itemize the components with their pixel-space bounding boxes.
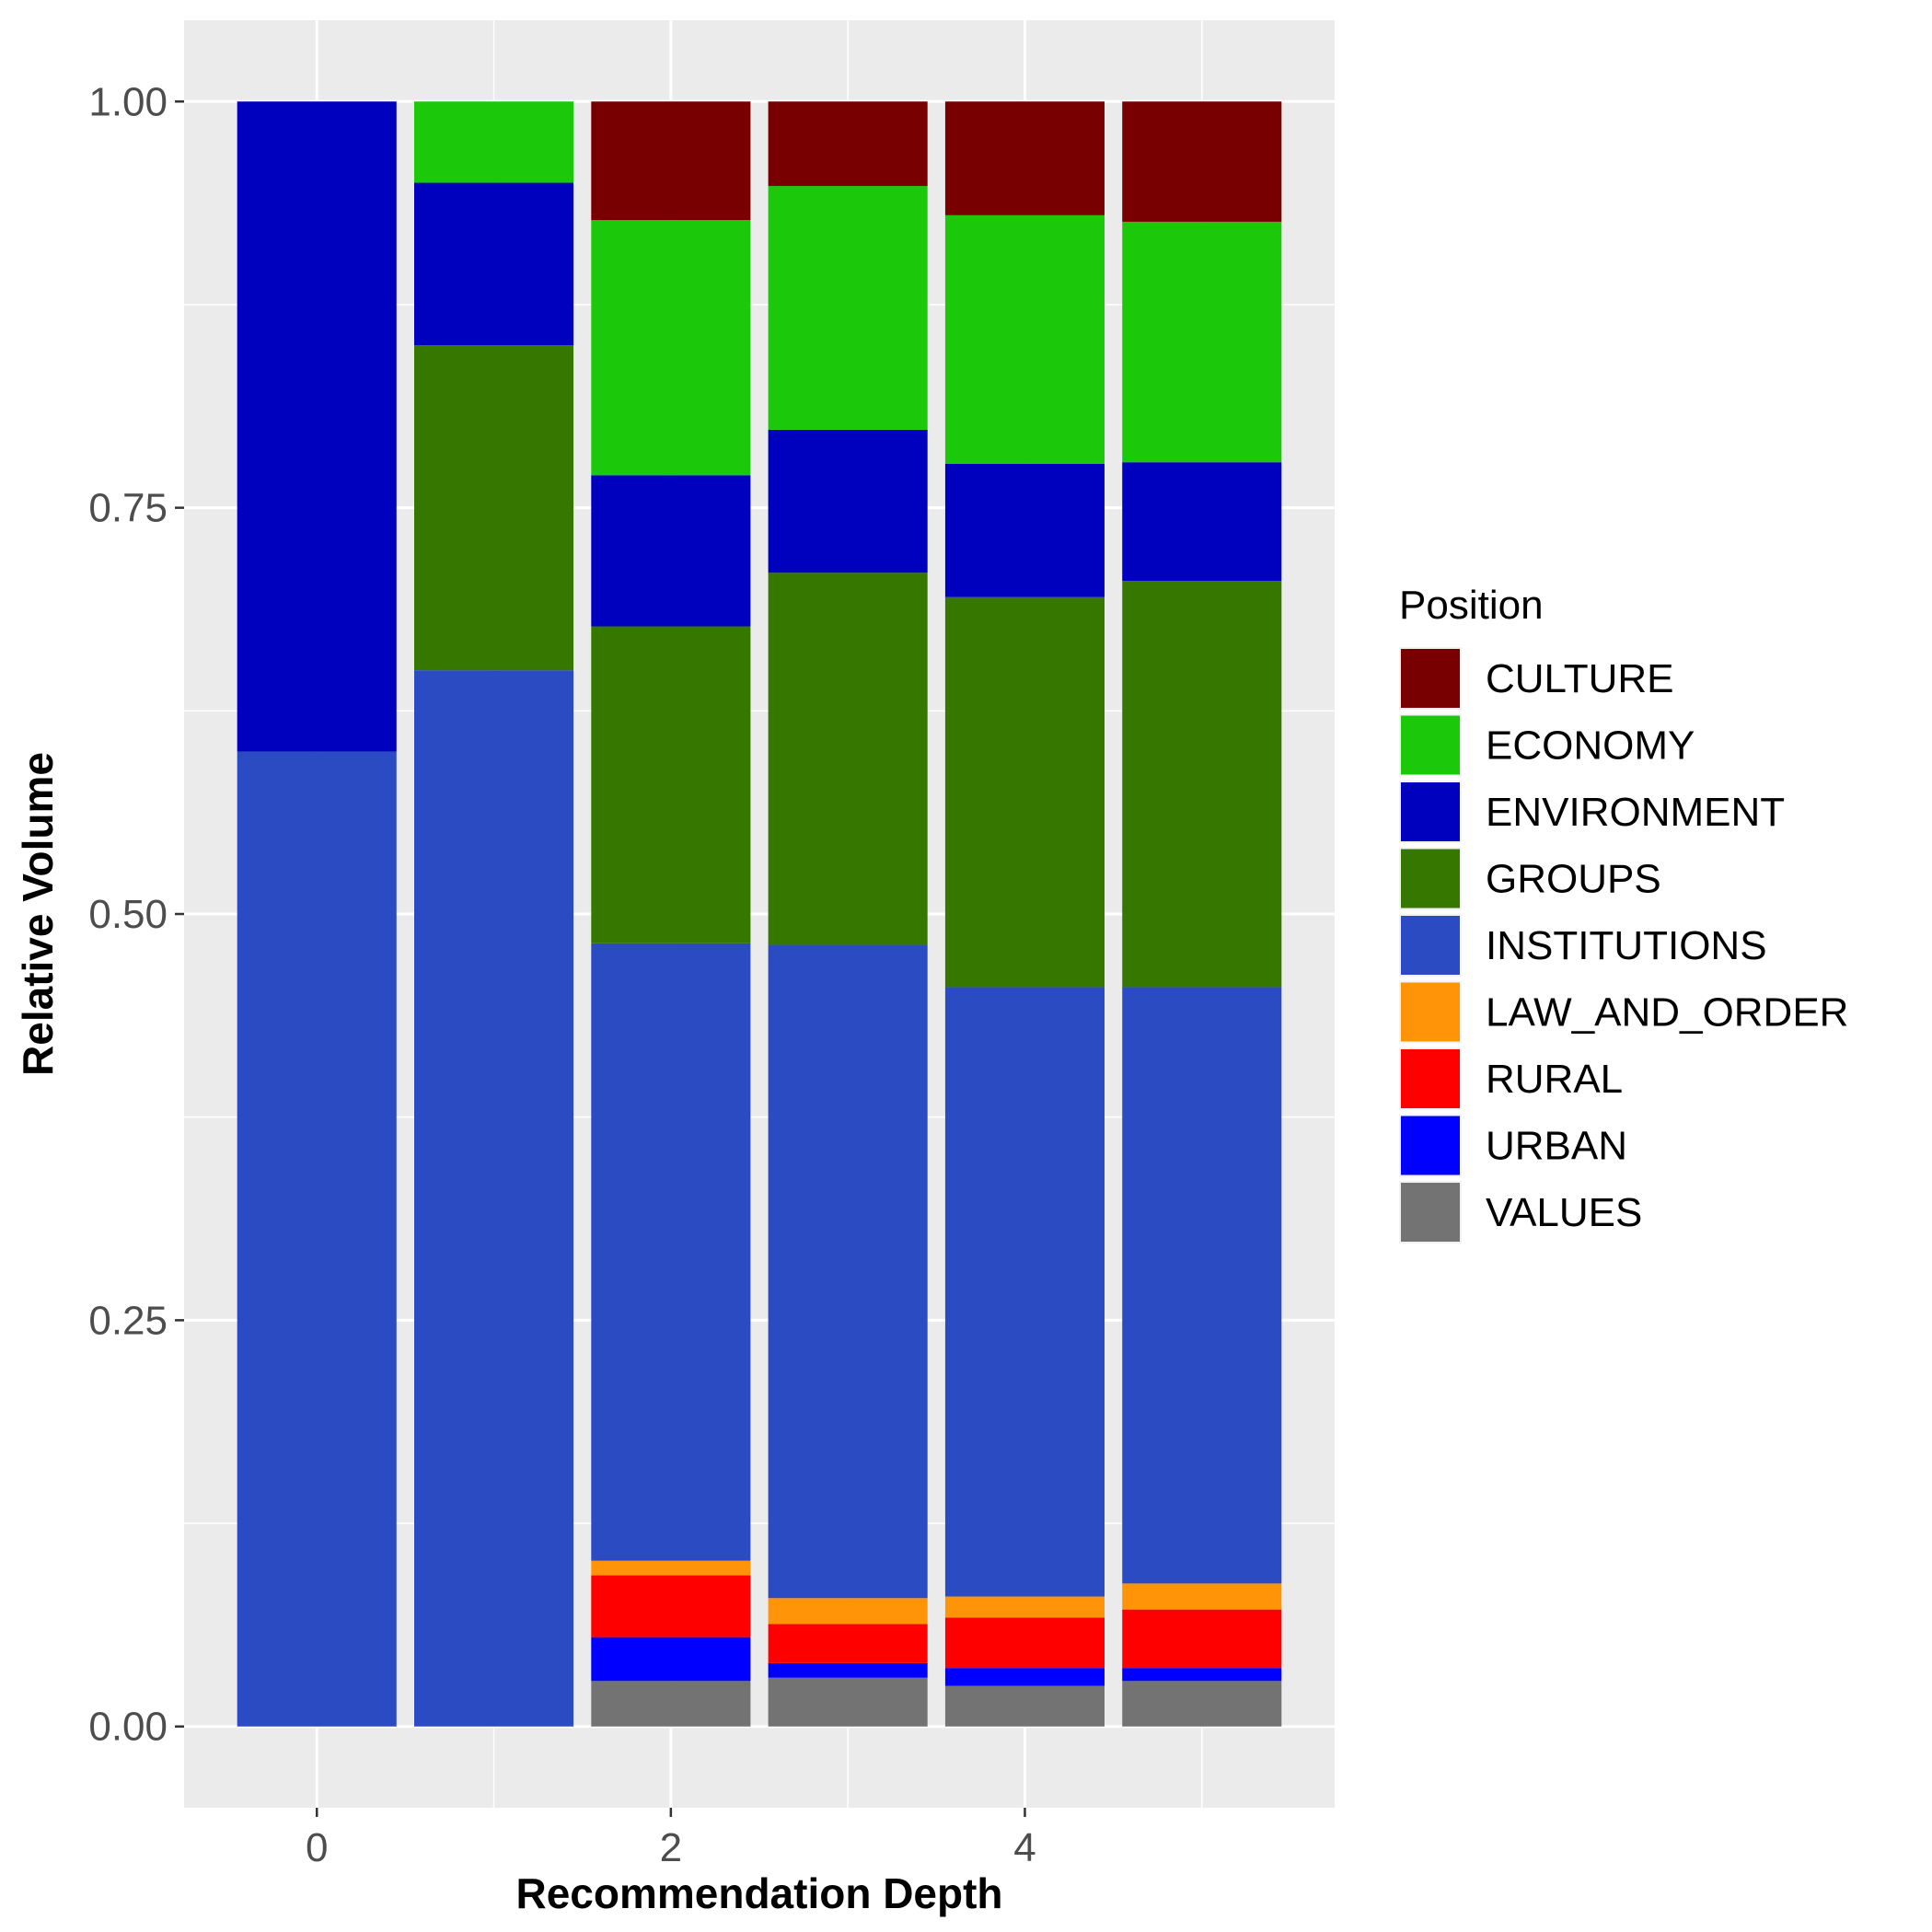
x-tick-label: 4 (1013, 1825, 1035, 1870)
bar-rural-depth-2 (591, 1575, 751, 1637)
bar-values-depth-4 (944, 1685, 1105, 1727)
legend-label: URBAN (1486, 1124, 1627, 1169)
legend-key-rural (1401, 1049, 1460, 1108)
bar-economy-depth-1 (414, 101, 574, 183)
bar-values-depth-5 (1122, 1681, 1282, 1727)
bar-institutions-depth-4 (944, 987, 1105, 1597)
bar-institutions-depth-5 (1122, 987, 1282, 1584)
bar-environment-depth-1 (414, 182, 574, 346)
x-axis-title: Recommendation Depth (515, 1869, 1002, 1917)
bar-law-and-order-depth-4 (944, 1596, 1105, 1618)
bar-groups-depth-4 (944, 596, 1105, 988)
bar-groups-depth-2 (591, 626, 751, 943)
bar-urban-depth-5 (1122, 1668, 1282, 1682)
legend-label: ENVIRONMENT (1486, 790, 1785, 835)
y-tick-label: 0.25 (88, 1298, 168, 1343)
bar-groups-depth-3 (768, 573, 928, 945)
bar-institutions-depth-2 (591, 943, 751, 1561)
y-tick-label: 0.50 (88, 892, 168, 937)
bar-economy-depth-4 (944, 214, 1105, 464)
y-tick-label: 0.75 (88, 486, 168, 531)
bar-rural-depth-5 (1122, 1609, 1282, 1669)
bar-urban-depth-3 (768, 1662, 928, 1678)
legend: Position CULTURE ECONOMY ENVIRONMENT GROUPS… (1399, 583, 1848, 1244)
bar-law-and-order-depth-3 (768, 1598, 928, 1625)
bar-rural-depth-3 (768, 1624, 928, 1663)
bar-groups-depth-1 (414, 345, 574, 671)
bar-urban-depth-4 (944, 1668, 1105, 1686)
legend-key-groups (1401, 849, 1460, 908)
legend-key-law-and-order (1401, 982, 1460, 1042)
y-axis: 0.00 0.25 0.50 0.75 1.00 (88, 79, 184, 1750)
bar-culture-depth-2 (591, 101, 751, 221)
bar-rural-depth-4 (944, 1617, 1105, 1669)
y-axis-title: Relative Volume (14, 752, 62, 1076)
bar-urban-depth-2 (591, 1637, 751, 1682)
legend-label: VALUES (1486, 1190, 1642, 1235)
x-tick-label: 0 (306, 1825, 328, 1870)
legend-label: INSTITUTIONS (1486, 923, 1767, 968)
y-tick-label: 0.00 (88, 1705, 168, 1750)
bar-law-and-order-depth-2 (591, 1560, 751, 1576)
bar-environment-depth-0 (237, 101, 397, 752)
bar-environment-depth-2 (591, 475, 751, 627)
x-axis: 0 2 4 (306, 1808, 1036, 1870)
bar-environment-depth-4 (944, 463, 1105, 597)
bar-culture-depth-4 (944, 101, 1105, 215)
legend-label: RURAL (1486, 1057, 1623, 1102)
bar-stacks (237, 101, 1282, 1727)
legend-key-values (1401, 1183, 1460, 1242)
legend-key-urban (1401, 1116, 1460, 1175)
bar-institutions-depth-0 (237, 751, 397, 1727)
bar-economy-depth-5 (1122, 221, 1282, 463)
bar-environment-depth-5 (1122, 462, 1282, 582)
legend-key-institutions (1401, 916, 1460, 975)
bar-values-depth-2 (591, 1681, 751, 1727)
legend-label: ECONOMY (1486, 723, 1695, 769)
bar-law-and-order-depth-5 (1122, 1583, 1282, 1610)
bar-values-depth-3 (768, 1677, 928, 1727)
bar-environment-depth-3 (768, 429, 928, 573)
y-tick-label: 1.00 (88, 79, 168, 124)
legend-label: CULTURE (1486, 656, 1674, 701)
x-tick-label: 2 (660, 1825, 682, 1870)
bar-institutions-depth-1 (414, 670, 574, 1727)
bar-groups-depth-5 (1122, 581, 1282, 988)
legend-label: LAW_AND_ORDER (1486, 990, 1848, 1035)
bar-culture-depth-3 (768, 101, 928, 187)
legend-key-economy (1401, 715, 1460, 775)
bar-economy-depth-3 (768, 186, 928, 430)
bar-culture-depth-5 (1122, 101, 1282, 222)
legend-key-environment (1401, 782, 1460, 841)
legend-label: GROUPS (1486, 857, 1661, 902)
legend-title: Position (1399, 583, 1544, 628)
legend-key-culture (1401, 649, 1460, 708)
bar-institutions-depth-3 (768, 944, 928, 1599)
bar-economy-depth-2 (591, 220, 751, 476)
